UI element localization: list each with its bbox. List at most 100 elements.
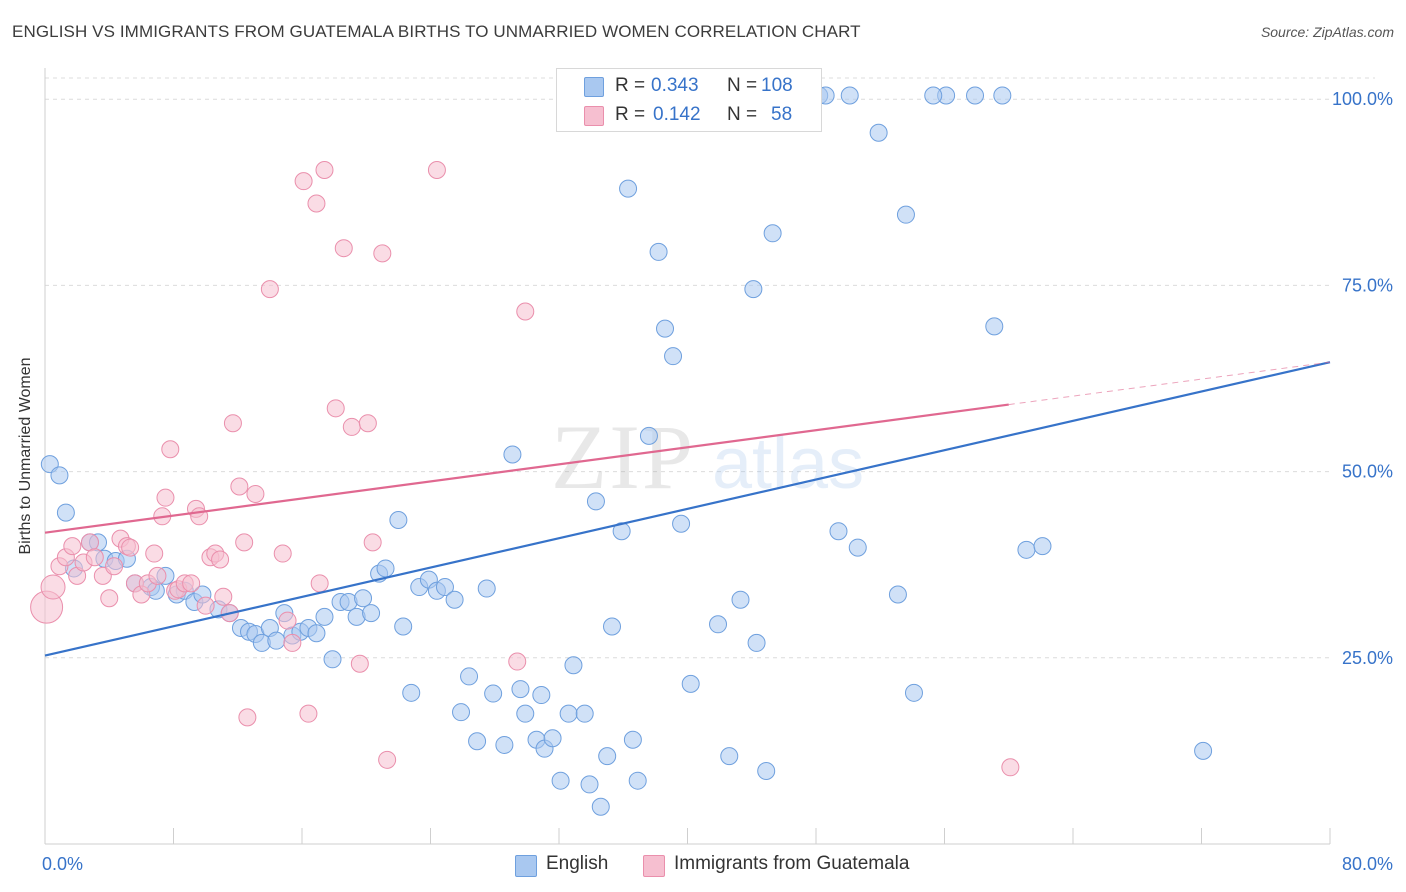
guatemala-point (508, 652, 527, 671)
legend-item-english: English (515, 852, 625, 878)
guatemala-point (516, 302, 535, 321)
legend-r-label: R = (615, 75, 646, 96)
legend-item-guatemala: Immigrants from Guatemala (643, 852, 943, 878)
guatemala-point (310, 574, 329, 593)
legend-n-value: 58 (771, 104, 793, 125)
legend-label-guatemala: Immigrants from Guatemala (674, 853, 910, 874)
guatemala-point (260, 280, 279, 299)
english-point (757, 762, 776, 781)
guatemala-point (85, 548, 104, 567)
guatemala-point (105, 557, 124, 576)
english-point (888, 585, 907, 604)
guatemala-point (148, 566, 167, 585)
english-point (389, 511, 408, 530)
english-point (362, 604, 381, 623)
english-point (56, 503, 75, 522)
english-point (869, 123, 888, 142)
english-point (840, 86, 859, 105)
x-tick-label: 80.0% (1342, 854, 1393, 874)
english-point (267, 631, 286, 650)
english-point (904, 683, 923, 702)
legend-n-value: 108 (761, 75, 793, 96)
english-point (603, 617, 622, 636)
y-tick-label: 100.0% (1332, 89, 1393, 109)
guatemala-point (211, 550, 230, 569)
english-point (477, 579, 496, 598)
guatemala-point (294, 172, 313, 191)
english-point (452, 703, 471, 722)
english-point (623, 730, 642, 749)
english-point (354, 589, 373, 608)
gridlines (45, 77, 1375, 659)
english-point (612, 522, 631, 541)
english-point (896, 205, 915, 224)
series-english-points (40, 86, 1213, 816)
english-point (435, 578, 454, 597)
legend-swatch-english (584, 77, 604, 97)
english-point (848, 538, 867, 557)
guatemala-point (378, 750, 397, 769)
guatemala-point (1001, 758, 1020, 777)
guatemala-point (63, 537, 82, 556)
guatemala-point (278, 611, 297, 630)
english-point (551, 771, 570, 790)
watermark-zip: ZIP (551, 406, 695, 508)
guatemala-point (363, 533, 382, 552)
guatemala-point (299, 704, 318, 723)
legend-r-value: 0.343 (651, 75, 699, 96)
english-point (829, 522, 848, 541)
guatemala-point (238, 708, 257, 727)
english-point (924, 86, 943, 105)
english-point (747, 633, 766, 652)
y-tick-label: 25.0% (1342, 648, 1393, 668)
y-tick-label: 50.0% (1342, 462, 1393, 482)
english-point (656, 319, 675, 338)
legend-swatch-english (515, 855, 537, 877)
english-point (586, 492, 605, 511)
legend-n-label: N = (727, 104, 758, 125)
guatemala-point (307, 194, 326, 213)
english-point (744, 280, 763, 299)
guatemala-point (235, 533, 254, 552)
english-point (1017, 540, 1036, 559)
english-point (323, 650, 342, 669)
english-point (564, 656, 583, 675)
guatemala-point (273, 544, 292, 563)
english-point (402, 683, 421, 702)
guatemala-point (121, 538, 140, 557)
legend-r-value: 0.142 (653, 104, 701, 125)
english-trend-line (44, 361, 1331, 657)
english-point (484, 684, 503, 703)
guatemala-point (315, 160, 334, 179)
legend-swatch-guatemala (643, 855, 665, 877)
guatemala-point (182, 574, 201, 593)
legend-row-guatemala: R = 0.142 N = 58 (557, 100, 821, 130)
legend-label-english: English (546, 853, 609, 874)
legend-n-label: N = (727, 75, 758, 96)
english-point (445, 590, 464, 609)
english-point (1194, 741, 1213, 760)
english-point (516, 704, 535, 723)
english-point (1033, 537, 1052, 556)
english-point (993, 86, 1012, 105)
guatemala-point (223, 414, 242, 433)
english-point (664, 347, 683, 366)
trend-lines (44, 361, 1331, 657)
guatemala-point (196, 596, 215, 615)
axes (44, 68, 1331, 845)
x-tick-label: 0.0% (42, 854, 83, 874)
guatemala-point (145, 544, 164, 563)
legend-row-english: R = 0.343 N = 108 (557, 71, 821, 101)
guatemala-point (427, 160, 446, 179)
english-point (591, 797, 610, 816)
guatemala-point (214, 587, 233, 606)
watermark-atlas: atlas (712, 424, 864, 504)
english-point (763, 224, 782, 243)
guatemala-point (342, 417, 361, 436)
english-point (580, 775, 599, 794)
english-point (559, 704, 578, 723)
guatemala-point (156, 488, 175, 507)
watermark: ZIP atlas (551, 406, 864, 508)
english-point (376, 559, 395, 578)
guatemala-point (373, 244, 392, 263)
